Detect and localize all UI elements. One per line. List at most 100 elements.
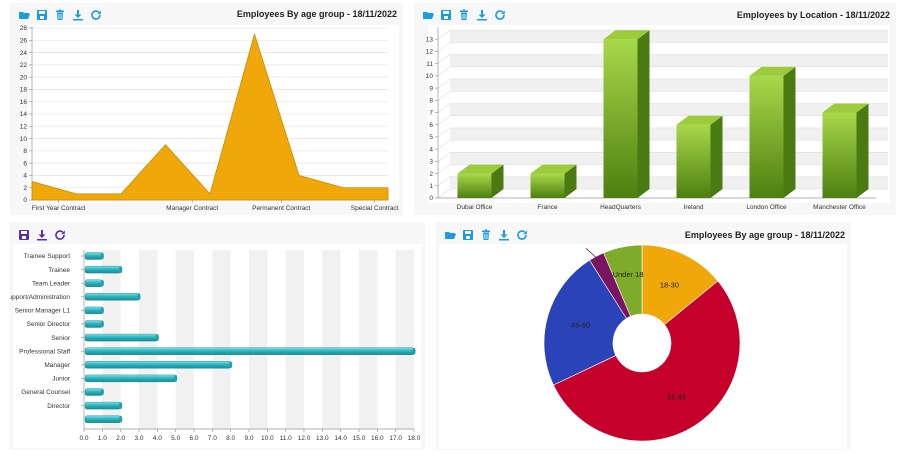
- location-bar: [749, 66, 796, 198]
- role-bar: [84, 347, 416, 355]
- save-button[interactable]: [18, 229, 30, 241]
- grid-band: [450, 79, 888, 92]
- y-tick-label: 24: [20, 50, 28, 57]
- pie-slice: [641, 244, 719, 326]
- bar-front: [749, 75, 784, 198]
- x-tick-label: Dubai Office: [457, 204, 493, 211]
- bar-body: [84, 306, 103, 315]
- bar-cap: [100, 252, 104, 260]
- y-tick-label: 5: [429, 134, 433, 141]
- grid-band: [395, 250, 414, 429]
- folder-open-button[interactable]: [422, 9, 434, 21]
- x-tick-label: 16.0: [371, 435, 384, 442]
- y-tick-label: 18: [20, 87, 28, 94]
- folder-open-button[interactable]: [18, 9, 30, 21]
- delete-button[interactable]: [54, 9, 66, 21]
- save-icon: [441, 10, 451, 20]
- bar-body: [84, 374, 176, 383]
- pie-label: 18-30: [660, 281, 679, 290]
- y-tick-label: 10: [426, 73, 434, 80]
- grid-diagonal: [437, 66, 451, 77]
- pie-slice: [603, 244, 643, 317]
- x-tick-label: 5.0: [171, 435, 180, 442]
- refresh-button[interactable]: [494, 9, 506, 21]
- bar-top: [749, 66, 796, 76]
- folder-open-icon: [19, 12, 30, 19]
- refresh-icon: [91, 10, 101, 20]
- y-tick-label: 7: [429, 110, 433, 117]
- pie-leader-line: [585, 247, 599, 261]
- bar-top: [530, 164, 577, 174]
- grid-diagonal: [437, 164, 451, 174]
- grid-diagonal: [437, 91, 451, 101]
- bar-cap: [119, 415, 123, 423]
- role-bar: [84, 361, 233, 369]
- y-tick-label: 9: [429, 85, 433, 92]
- grid-diagonal: [437, 29, 451, 40]
- x-tick-label: Permanent Contract: [252, 205, 310, 212]
- y-tick-label: 28: [20, 25, 28, 32]
- y-tick-label: Team Leader: [32, 280, 71, 287]
- bar-body: [84, 361, 231, 369]
- refresh-button[interactable]: [90, 9, 102, 21]
- save-button[interactable]: [440, 9, 452, 21]
- age-pie-panel: Employees By age group - 18/11/2022 18-3…: [436, 222, 851, 450]
- grid-band: [322, 250, 341, 429]
- age-pie-title: Employees By age group - 18/11/2022: [684, 230, 845, 240]
- location-bar: [603, 30, 650, 199]
- save-button[interactable]: [36, 9, 48, 21]
- bar-side: [564, 164, 577, 198]
- y-tick-label: 3: [429, 159, 433, 166]
- grid-diagonal: [437, 103, 451, 113]
- bar-cap: [155, 334, 159, 342]
- age-area-series: [31, 32, 389, 201]
- bar-cap: [100, 306, 104, 314]
- bar-body: [84, 293, 140, 301]
- bar-body: [84, 333, 158, 342]
- refresh-button[interactable]: [516, 229, 528, 241]
- bar-cap: [174, 374, 178, 382]
- save-icon: [463, 230, 473, 240]
- y-tick-label: 8: [429, 97, 433, 104]
- download-button[interactable]: [36, 229, 48, 241]
- refresh-button[interactable]: [54, 229, 66, 241]
- folder-open-button[interactable]: [444, 229, 456, 241]
- grid-band: [450, 103, 888, 116]
- bar-body: [84, 347, 415, 355]
- grid-band: [450, 152, 888, 165]
- y-tick-label: Support/Administration: [10, 294, 70, 301]
- grid-diagonal: [437, 139, 451, 150]
- role-bar-panel: 0.0 1.0 2.0 3.0 4.0 5.0 6.0 7.0 8.0 9.0 10.0 11.0 12…: [10, 222, 425, 450]
- grid-diagonal: [437, 78, 451, 89]
- x-tick-label: 13.0: [316, 435, 329, 442]
- delete-button[interactable]: [458, 9, 470, 21]
- grid-diagonal: [437, 152, 451, 162]
- delete-icon: [56, 9, 64, 20]
- pie-slice: [553, 280, 741, 442]
- age-area-title: Employees By age group - 18/11/2022: [236, 9, 397, 19]
- bar-front: [457, 173, 492, 198]
- location-bar-title: Employees by Location - 18/11/2022: [736, 10, 890, 20]
- delete-button[interactable]: [480, 229, 492, 241]
- role-bar: [84, 252, 104, 260]
- y-tick-label: Junior: [52, 376, 71, 383]
- download-button[interactable]: [72, 9, 84, 21]
- save-button[interactable]: [462, 229, 474, 241]
- grid-diagonal: [437, 54, 451, 64]
- bar-cap: [100, 279, 104, 287]
- download-button[interactable]: [476, 9, 488, 21]
- bar-side: [637, 30, 650, 199]
- bar-top: [603, 30, 650, 40]
- y-tick-label: 12: [20, 123, 28, 130]
- bar-cap: [119, 402, 123, 410]
- x-tick-label: Manchester Office: [813, 204, 866, 211]
- download-button[interactable]: [498, 229, 510, 241]
- y-tick-label: 4: [23, 173, 27, 180]
- save-icon: [37, 10, 47, 20]
- y-tick-label: 20: [20, 74, 28, 81]
- role-bar: [84, 374, 178, 383]
- y-tick-label: Senior Director: [27, 321, 71, 328]
